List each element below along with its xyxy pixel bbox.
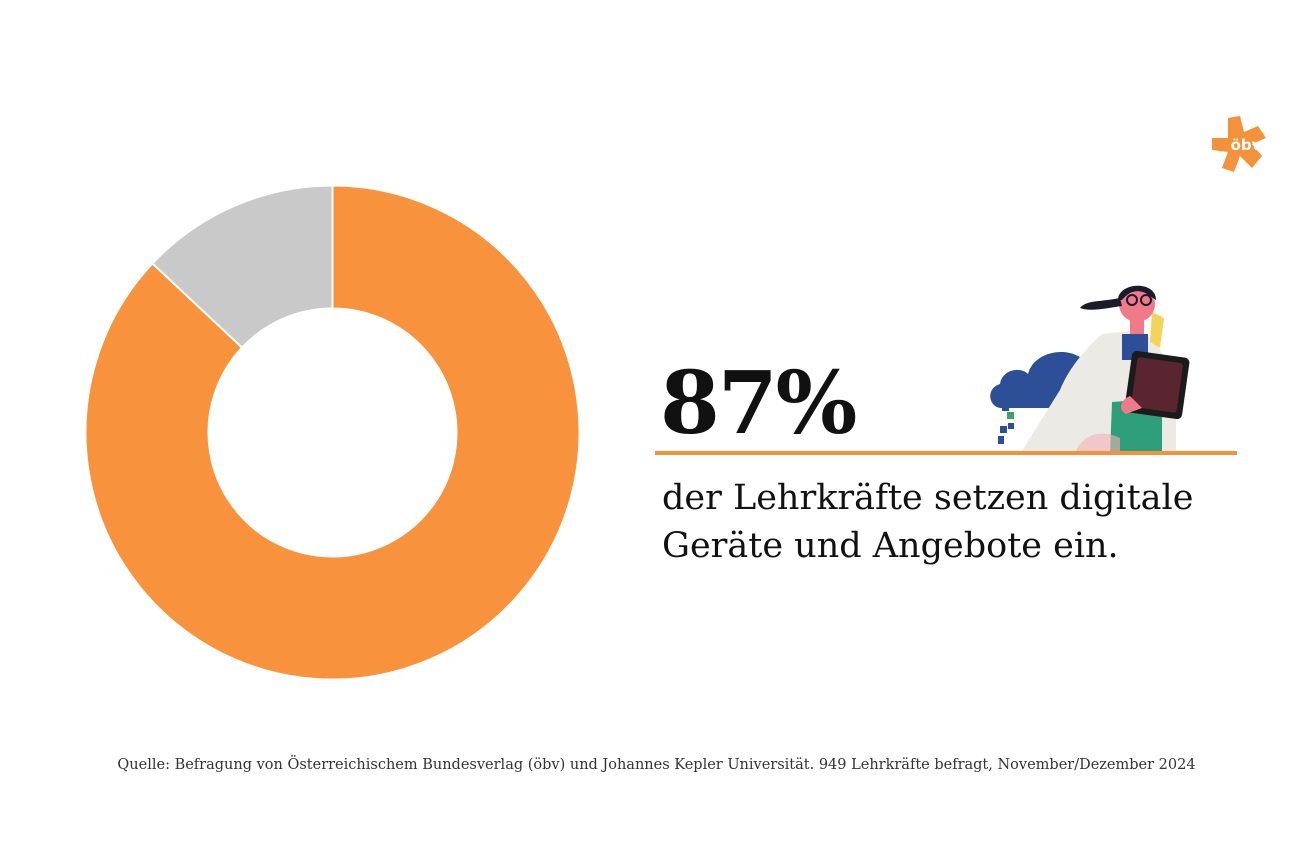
- logo-text: öbv: [1231, 136, 1262, 154]
- star-icon: [1212, 116, 1266, 172]
- person-icon: [1020, 285, 1190, 454]
- headline-statement: der Lehrkräfte setzen digitale Geräte un…: [662, 474, 1262, 570]
- accent-divider: [655, 451, 1237, 455]
- statement-line-2: Geräte und Angebote ein.: [662, 526, 1119, 566]
- donut-chart: [84, 184, 581, 681]
- donut-segment-0: [84, 184, 581, 681]
- donut-segment-1: [151, 184, 334, 350]
- obv-logo: öbv: [1212, 116, 1266, 172]
- statement-line-1: der Lehrkräfte setzen digitale: [662, 478, 1194, 518]
- teacher-illustration: [990, 285, 1190, 454]
- source-note: Quelle: Befragung von Österreichischem B…: [117, 757, 1196, 773]
- headline-percent: 87%: [660, 353, 857, 454]
